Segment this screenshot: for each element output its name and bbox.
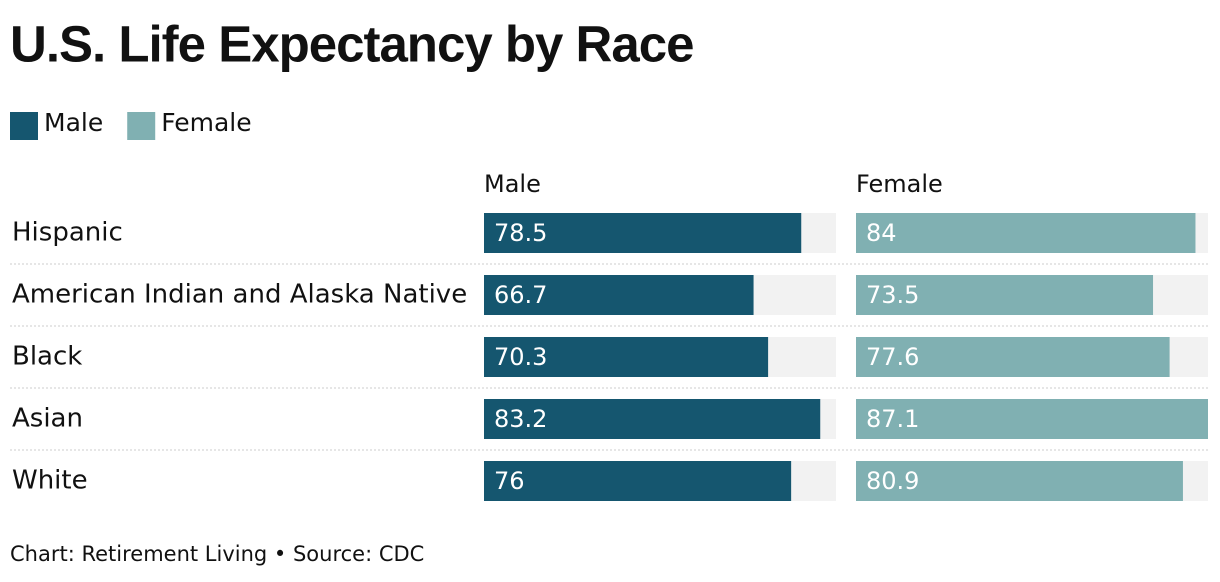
value-label: 87.1	[866, 405, 919, 433]
value-label: 77.6	[866, 343, 919, 371]
bar	[484, 275, 754, 315]
column-header: Male	[484, 170, 541, 198]
value-label: 84	[866, 219, 897, 247]
bar	[856, 337, 1170, 377]
legend-swatch	[10, 112, 38, 140]
value-label: 83.2	[494, 405, 547, 433]
chart-title: U.S. Life Expectancy by Race	[10, 15, 693, 72]
value-label: 73.5	[866, 281, 919, 309]
bar	[484, 213, 802, 253]
legend-swatch	[127, 112, 156, 140]
category-label: American Indian and Alaska Native	[12, 280, 467, 310]
bar	[484, 337, 769, 377]
column-header: Female	[856, 170, 943, 198]
category-label: Black	[12, 342, 82, 372]
value-label: 70.3	[494, 343, 547, 371]
legend-label: Male	[44, 108, 103, 137]
bar	[856, 399, 1208, 439]
legend-label: Female	[161, 108, 251, 137]
value-label: 80.9	[866, 467, 919, 495]
category-label: White	[12, 466, 88, 496]
chart-note: Chart: Retirement Living • Source: CDC	[10, 542, 424, 566]
bar	[856, 213, 1196, 253]
category-label: Asian	[12, 404, 83, 434]
value-label: 76	[494, 467, 525, 495]
bar	[856, 461, 1183, 501]
bar	[484, 399, 821, 439]
value-label: 78.5	[494, 219, 547, 247]
bar	[856, 275, 1154, 315]
category-label: Hispanic	[12, 218, 123, 248]
bar	[484, 461, 792, 501]
value-label: 66.7	[494, 281, 547, 309]
